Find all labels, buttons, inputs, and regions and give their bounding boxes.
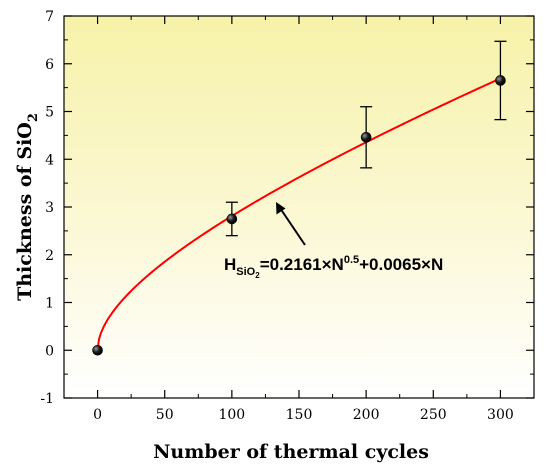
fit-curve (96, 77, 501, 351)
y-axis-title-main: Thickness of SiO (14, 122, 36, 301)
y-tick-label: 5 (45, 105, 54, 121)
x-axis-title: Number of thermal cycles (153, 441, 429, 463)
x-tick-label: 250 (420, 407, 447, 423)
equation-part-1: =0.2161×N (260, 255, 344, 274)
equation-h: H (224, 255, 236, 274)
data-point (92, 344, 103, 356)
y-axis-title-subscript: 2 (26, 113, 41, 122)
axis-ticks: 0 50 100 150 200 250 300 -1 0 1 2 3 4 5 6 7 (40, 9, 535, 423)
y-tick-label: 3 (45, 200, 54, 216)
data-point (226, 213, 238, 225)
x-tick-label: 200 (353, 407, 380, 423)
equation-exponent: 0.5 (344, 254, 359, 266)
annotation-arrow (277, 204, 306, 246)
y-tick-label: 2 (45, 248, 54, 264)
y-tick-label: -1 (40, 391, 54, 407)
x-tick-label: 300 (487, 407, 514, 423)
data-point (360, 131, 372, 143)
y-tick-label: 4 (45, 152, 54, 168)
data-point (495, 75, 506, 86)
equation-subscript-2: 2 (255, 271, 260, 280)
annotation-arrowhead (276, 202, 286, 215)
x-tick-label: 100 (218, 407, 245, 423)
equation-part-2: +0.0065×N (359, 255, 443, 274)
y-tick-label: 6 (45, 57, 54, 73)
y-tick-label: 1 (45, 296, 54, 312)
data-points (92, 40, 507, 356)
fit-line (96, 77, 501, 351)
y-axis-title: Thickness of SiO2 (14, 113, 41, 301)
x-tick-label: 150 (286, 407, 313, 423)
x-tick-label: 0 (93, 407, 102, 423)
y-tick-label: 0 (45, 343, 54, 359)
plot-area (63, 15, 535, 399)
x-tick-label: 50 (156, 407, 174, 423)
y-tick-label: 7 (45, 9, 54, 25)
fit-equation: HSiO2=0.2161×N0.5+0.0065×N (224, 254, 443, 280)
equation-subscript: SiO (236, 266, 255, 278)
